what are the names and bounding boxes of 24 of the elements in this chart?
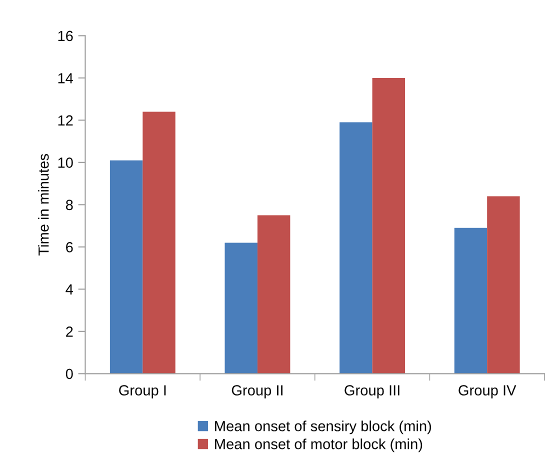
y-axis-title: Time in minutes	[38, 154, 49, 256]
bar	[340, 122, 372, 374]
bar	[454, 228, 488, 374]
y-tick-label: 14	[58, 73, 74, 84]
legend-label: Mean onset of motor block (min)	[215, 438, 422, 452]
y-tick-label: 16	[58, 30, 73, 42]
y-tick-label: 12	[58, 115, 73, 126]
y-tick-label: 0	[66, 368, 73, 380]
bar	[487, 196, 520, 374]
y-tick-label: 8	[66, 200, 73, 210]
x-tick-label: Group II	[232, 385, 282, 398]
y-tick-label: 6	[66, 242, 73, 252]
bar	[142, 112, 176, 374]
bar	[372, 78, 406, 374]
y-tick-label: 2	[66, 326, 73, 337]
x-tick-label: Group III	[344, 385, 400, 398]
y-tick-label: 10	[58, 158, 73, 168]
bar	[110, 160, 143, 374]
y-tick-label: 4	[66, 284, 74, 294]
bar	[224, 242, 258, 374]
x-tick-label: Group I	[119, 385, 166, 398]
bar	[257, 215, 290, 374]
legend-label: Mean onset of sensiry block (min)	[215, 420, 432, 434]
x-tick-label: Group IV	[458, 385, 516, 398]
